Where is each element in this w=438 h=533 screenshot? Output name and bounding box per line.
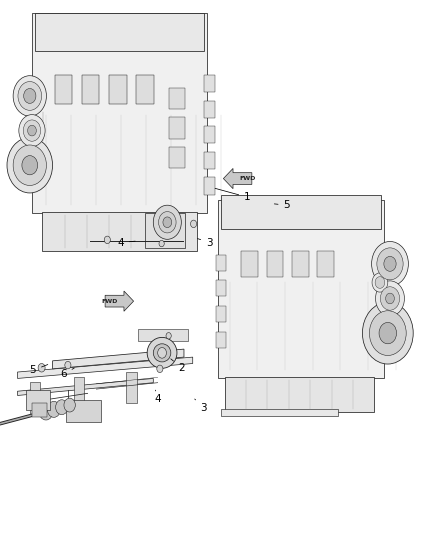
Text: 6: 6 (60, 368, 74, 379)
Bar (55, 75, 72, 104)
Circle shape (65, 361, 71, 369)
Polygon shape (18, 378, 153, 395)
Circle shape (375, 277, 385, 288)
Bar (42, 212, 197, 251)
Ellipse shape (147, 337, 177, 368)
Bar (267, 251, 283, 277)
Circle shape (28, 125, 36, 136)
Polygon shape (218, 200, 384, 378)
Circle shape (362, 302, 413, 364)
Text: 5: 5 (29, 365, 48, 375)
Bar (66, 400, 101, 422)
Bar (30, 382, 40, 414)
Circle shape (47, 401, 60, 417)
Bar (241, 251, 258, 277)
Circle shape (24, 88, 36, 103)
Text: 5: 5 (274, 200, 290, 210)
Bar (318, 251, 334, 277)
Bar (82, 75, 99, 104)
Circle shape (18, 82, 42, 110)
Bar (292, 251, 309, 277)
Circle shape (384, 256, 396, 271)
Circle shape (38, 364, 45, 372)
Bar (35, 13, 204, 51)
Text: 2: 2 (171, 359, 185, 373)
FancyArrow shape (105, 291, 134, 311)
Bar (145, 213, 185, 248)
Text: 1: 1 (215, 188, 251, 202)
Bar (204, 152, 215, 169)
Text: FWD: FWD (239, 176, 256, 181)
Circle shape (377, 248, 403, 280)
Bar (204, 101, 215, 118)
Text: FWD: FWD (101, 298, 118, 304)
Bar (221, 409, 338, 416)
Bar (169, 147, 185, 168)
Circle shape (13, 76, 46, 116)
Text: 4: 4 (117, 238, 135, 247)
Bar (109, 75, 127, 104)
Bar (136, 75, 154, 104)
Circle shape (153, 205, 181, 239)
Bar (216, 255, 226, 271)
Bar (216, 332, 226, 348)
Bar (169, 88, 185, 109)
Circle shape (163, 217, 172, 228)
Circle shape (158, 348, 166, 358)
Bar (216, 306, 226, 322)
Circle shape (7, 138, 53, 193)
Text: 4: 4 (154, 390, 161, 403)
Circle shape (380, 287, 399, 310)
Circle shape (385, 293, 394, 304)
Circle shape (159, 212, 176, 233)
Bar (32, 403, 47, 417)
Circle shape (13, 145, 46, 185)
Polygon shape (18, 357, 193, 378)
Circle shape (159, 240, 164, 247)
Circle shape (166, 333, 171, 339)
Bar (216, 280, 226, 296)
Bar (138, 329, 188, 341)
Circle shape (375, 281, 404, 316)
Bar (126, 372, 137, 403)
Polygon shape (53, 349, 184, 369)
Bar (225, 377, 374, 412)
Polygon shape (32, 13, 207, 213)
Text: 3: 3 (198, 238, 213, 247)
Bar (26, 390, 50, 410)
Circle shape (371, 241, 408, 286)
Bar (221, 195, 381, 229)
Bar (204, 126, 215, 143)
Circle shape (39, 403, 53, 420)
Bar (204, 75, 215, 92)
Circle shape (104, 236, 110, 244)
Circle shape (19, 115, 45, 147)
Circle shape (379, 322, 396, 344)
Bar (169, 117, 185, 139)
Bar (74, 377, 84, 409)
Circle shape (157, 365, 163, 373)
Circle shape (191, 220, 197, 228)
Circle shape (22, 156, 38, 175)
Bar (204, 177, 215, 195)
Circle shape (64, 398, 75, 412)
Circle shape (56, 400, 68, 415)
Ellipse shape (153, 344, 171, 362)
Circle shape (369, 311, 406, 356)
Text: 3: 3 (195, 399, 207, 413)
Circle shape (372, 273, 388, 292)
Circle shape (23, 120, 41, 141)
FancyArrow shape (223, 168, 252, 189)
